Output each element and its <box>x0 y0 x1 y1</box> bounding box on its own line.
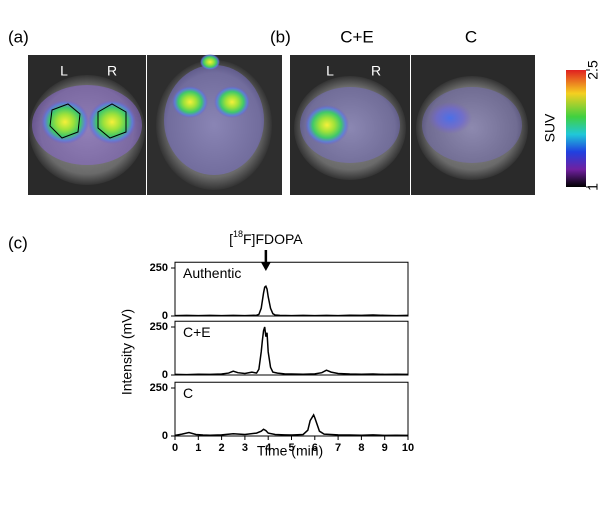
colorbar <box>566 70 586 187</box>
panel-label: (b) <box>270 27 291 46</box>
x-tick-label: 1 <box>195 442 201 454</box>
image-b <box>290 55 535 195</box>
y-tick-label: 250 <box>150 321 168 333</box>
y-tick-label: 0 <box>162 369 168 381</box>
annotation-part: [ <box>229 231 233 247</box>
image-title: C <box>465 27 477 46</box>
plot-frame <box>174 320 409 376</box>
side-label: L <box>60 63 68 79</box>
image-title: C+E <box>340 27 374 46</box>
y-tick-label: 0 <box>162 430 168 442</box>
image-a <box>28 54 282 195</box>
annotation: [18F]FDOPA <box>229 229 303 246</box>
x-tick-label: 0 <box>172 442 178 454</box>
x-tick-label: 8 <box>358 442 364 454</box>
x-axis-label: Time (min) <box>257 443 323 459</box>
side-label: R <box>107 63 117 79</box>
trace <box>174 326 409 376</box>
y-tick-label: 0 <box>162 310 168 322</box>
annotation-part: F]FDOPA <box>243 231 303 247</box>
colorbar-tick-label: 1 <box>585 183 600 191</box>
x-tick-label: 9 <box>382 442 388 454</box>
side-label: R <box>371 63 381 79</box>
x-tick-label: 2 <box>219 442 225 454</box>
trace <box>174 285 409 317</box>
trace <box>174 413 409 437</box>
y-tick-label: 250 <box>150 262 168 274</box>
x-tick-label: 4 <box>265 442 272 454</box>
x-tick-label: 7 <box>335 442 341 454</box>
panel-label: (c) <box>8 233 28 252</box>
x-tick-label: 3 <box>242 442 248 454</box>
annotation-part: 18 <box>233 229 243 239</box>
x-tick-label: 5 <box>288 442 294 454</box>
x-tick-label: 10 <box>402 442 414 454</box>
x-tick-label: 6 <box>312 442 318 454</box>
trace-label: Authentic <box>183 265 241 281</box>
plot-frame <box>174 381 409 437</box>
y-axis-label: Intensity (mV) <box>119 309 135 395</box>
trace-label: C <box>183 385 193 401</box>
side-label: L <box>326 63 334 79</box>
colorbar-tick-label: 2.5 <box>585 60 600 80</box>
trace-label: C+E <box>183 324 211 340</box>
colorbar-label: SUV <box>542 113 558 142</box>
annotation-arrowhead <box>260 262 271 271</box>
y-tick-label: 250 <box>150 382 168 394</box>
panel-label: (a) <box>8 27 29 46</box>
